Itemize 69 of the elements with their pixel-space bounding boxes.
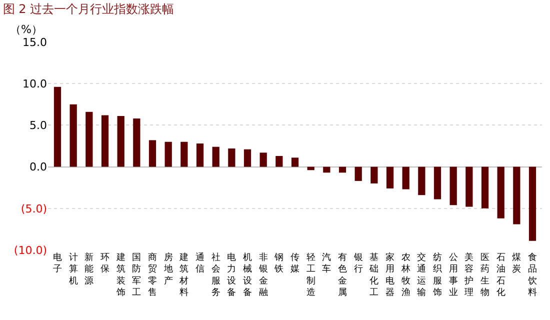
bar <box>513 166 520 224</box>
bar <box>212 146 220 167</box>
bar <box>133 118 140 167</box>
x-tick-label: 机械设备 <box>243 252 252 298</box>
bar <box>276 156 283 167</box>
x-tick-label: 有色金属 <box>338 252 347 298</box>
bar <box>164 142 172 167</box>
bar <box>323 166 330 173</box>
x-tick-label: 电力设备 <box>227 252 236 298</box>
y-axis-title: （%） <box>10 23 42 36</box>
bar <box>418 166 426 196</box>
bar <box>228 148 236 167</box>
bar <box>70 104 77 167</box>
x-tick-label: 传媒 <box>290 252 300 275</box>
bar <box>528 166 536 241</box>
x-tick-label: 银行 <box>352 252 363 275</box>
bar <box>117 116 124 167</box>
x-tick-label: 新能源 <box>84 252 94 286</box>
bar <box>497 166 504 218</box>
bar <box>434 166 442 200</box>
x-tick-label: 电子 <box>53 252 62 275</box>
x-tick-label: 非银金融 <box>258 252 268 298</box>
bar <box>101 115 109 167</box>
bar <box>260 152 267 167</box>
bar <box>386 166 394 188</box>
x-tick-label: 社会服务 <box>211 252 220 298</box>
x-tick-label: 国防军工 <box>132 253 142 298</box>
x-tick-label: 环保 <box>100 253 110 275</box>
y-tick-label: 10.0 <box>22 77 47 90</box>
x-tick-label: 纺织服饰 <box>432 252 442 298</box>
chart-title: 图 2 过去一个月行业指数涨跌幅 <box>2 2 174 16</box>
x-tick-label: 石油石化 <box>496 253 506 298</box>
x-tick-label: 基础化工 <box>368 252 379 298</box>
y-tick-label: 5.0 <box>30 119 47 132</box>
y-tick-label: (10.0) <box>14 244 47 257</box>
y-tick-label: 0.0 <box>30 160 47 174</box>
x-tick-label: 美容护理 <box>464 252 474 298</box>
bar <box>466 166 473 207</box>
x-tick-label: 农林牧渔 <box>400 252 410 298</box>
bar <box>370 166 378 184</box>
bar <box>402 166 410 190</box>
bar <box>354 166 362 181</box>
bar <box>244 149 252 167</box>
bar <box>196 144 204 167</box>
x-tick-label: 商贸零售 <box>148 252 157 298</box>
x-tick-label: 交通运输 <box>417 252 426 298</box>
x-tick-label: 汽车 <box>322 252 332 275</box>
bar <box>86 112 93 167</box>
x-tick-label: 建筑材料 <box>178 252 189 298</box>
bar <box>291 158 299 167</box>
x-tick-label: 家用电器 <box>386 252 394 298</box>
x-tick-label: 轻工制造 <box>306 252 316 298</box>
x-tick-label: 公用事业 <box>448 252 458 298</box>
x-tick-label: 房地产 <box>162 252 173 286</box>
bar <box>148 140 156 167</box>
x-tick-label: 通信 <box>196 252 204 275</box>
y-tick-label: 15.0 <box>22 36 47 49</box>
x-tick-label: 计算机 <box>68 252 78 286</box>
x-tick-label: 钢铁 <box>274 252 284 275</box>
bar <box>338 166 346 173</box>
bar <box>180 142 188 167</box>
bar <box>54 86 62 167</box>
x-tick-label: 食品饮料 <box>527 252 537 298</box>
x-tick-label: 医药生物 <box>480 252 490 298</box>
y-tick-label: (5.0) <box>20 202 47 216</box>
bar <box>450 166 457 206</box>
x-tick-label: 煤炭 <box>512 252 522 275</box>
bar <box>481 166 489 208</box>
x-tick-label: 建筑装饰 <box>115 252 126 298</box>
